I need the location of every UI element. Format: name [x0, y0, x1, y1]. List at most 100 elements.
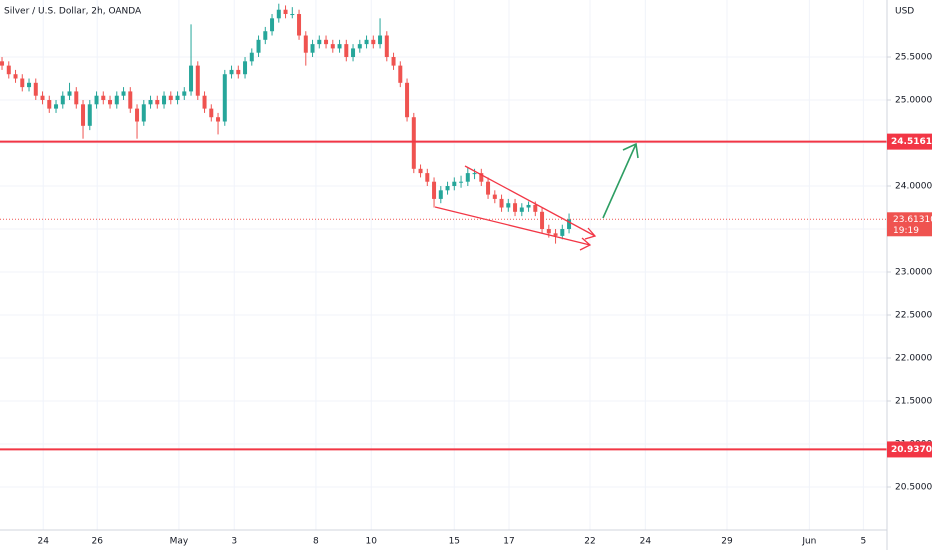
- level-label-box: [887, 133, 932, 150]
- candle-body: [411, 117, 416, 169]
- x-tick-label: 15: [449, 537, 460, 547]
- chart-title: Silver / U.S. Dollar, 2h, OANDA: [4, 7, 142, 17]
- currency: USD: [895, 7, 914, 17]
- axes: 20.5000021.0000021.5000022.0000022.50000…: [37, 53, 932, 547]
- wedge-upper: [464, 165, 596, 237]
- y-tick-label: 21.50000: [895, 397, 932, 407]
- level-label: 24.51611: [891, 137, 932, 147]
- candle-body: [391, 57, 396, 66]
- candle-body: [60, 95, 65, 105]
- x-tick-label: 24: [37, 537, 49, 547]
- candle-body: [256, 39, 261, 53]
- countdown-label: 19:19: [893, 226, 919, 236]
- candle-body: [13, 74, 18, 79]
- candle-body: [405, 82, 410, 118]
- x-tick-label: 26: [91, 537, 103, 547]
- candle-body: [189, 65, 194, 92]
- candle-body: [452, 181, 457, 187]
- candle-body: [101, 95, 106, 101]
- x-tick-label: 17: [503, 537, 514, 547]
- candle-body: [128, 91, 133, 109]
- candle-body: [114, 95, 119, 105]
- candle-body: [209, 108, 214, 118]
- candle-body: [135, 108, 140, 122]
- candle-body: [418, 168, 423, 174]
- wedge-arrowhead: [579, 237, 592, 251]
- candle-body: [398, 65, 403, 83]
- candle-body: [249, 52, 254, 62]
- candle-body: [290, 14, 295, 16]
- candle-body: [276, 9, 281, 19]
- candle-body: [222, 74, 227, 122]
- y-tick-label: 25.50000: [895, 53, 932, 63]
- candle-body: [519, 207, 524, 212]
- candle-body: [472, 173, 477, 175]
- y-tick-label: 23.00000: [895, 268, 932, 278]
- candle-body: [303, 35, 308, 53]
- green-arrowhead: [622, 142, 639, 159]
- candle-body: [297, 14, 302, 36]
- y-tick-label: 22.50000: [895, 311, 932, 321]
- candle-body: [47, 100, 52, 109]
- candle-body: [344, 44, 349, 58]
- y-tick-label: 22.00000: [895, 354, 932, 364]
- candle-body: [20, 78, 25, 88]
- candle-body: [310, 44, 315, 53]
- candle-body: [567, 219, 572, 230]
- drawings: [434, 142, 639, 251]
- candle-body: [533, 204, 538, 212]
- candle-body: [202, 95, 207, 109]
- candle-body: [357, 44, 362, 49]
- candle-body: [54, 104, 59, 109]
- candle-body: [283, 9, 288, 15]
- candle-body: [263, 31, 268, 40]
- candle-body: [216, 117, 221, 122]
- candle-body: [236, 69, 241, 75]
- candle-body: [182, 91, 187, 96]
- y-tick-label: 24.00000: [895, 182, 932, 192]
- x-tick-label: 29: [721, 537, 733, 547]
- candle-body: [486, 181, 491, 195]
- candle-body: [317, 39, 322, 45]
- candle-body: [540, 211, 545, 230]
- level-label-box: [887, 441, 932, 458]
- candle-body: [459, 181, 464, 183]
- candle-body: [513, 203, 518, 212]
- candle-body: [445, 186, 450, 191]
- level-label: 20.93704: [891, 445, 932, 455]
- candle-body: [324, 39, 329, 45]
- x-tick-label: 3: [231, 537, 237, 547]
- candle-body: [40, 95, 45, 101]
- y-tick-label: 20.50000: [895, 483, 932, 493]
- candle-body: [526, 204, 531, 208]
- x-tick-label: May: [170, 537, 189, 547]
- candle-body: [384, 35, 389, 58]
- candle-body: [81, 104, 86, 126]
- candle-body: [270, 18, 275, 32]
- candle-body: [330, 44, 335, 49]
- candle-body: [492, 194, 497, 199]
- candle-body: [108, 100, 113, 105]
- candle-body: [553, 233, 558, 236]
- candle-body: [378, 35, 383, 45]
- candle-body: [506, 203, 511, 208]
- candle-body: [121, 91, 126, 96]
- candle-body: [67, 91, 72, 96]
- candles: [0, 3, 572, 244]
- candle-body: [229, 69, 234, 75]
- candle-body: [479, 173, 484, 182]
- candle-body: [465, 173, 470, 182]
- price-lines: [0, 140, 887, 451]
- x-tick-label: 10: [366, 537, 378, 547]
- candle-body: [546, 229, 551, 234]
- candle-body: [168, 95, 173, 101]
- green-arrow: [602, 143, 637, 219]
- x-tick-label: 8: [313, 537, 319, 547]
- x-tick-label: 5: [861, 537, 867, 547]
- x-tick-label: 24: [640, 537, 652, 547]
- candle-body: [337, 44, 342, 49]
- last-price-box: [887, 212, 932, 237]
- candle-body: [425, 173, 430, 182]
